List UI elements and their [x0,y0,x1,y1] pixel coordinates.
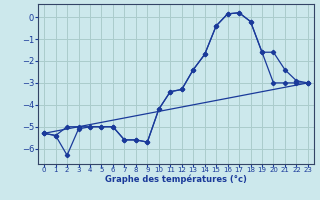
X-axis label: Graphe des températures (°c): Graphe des températures (°c) [105,175,247,184]
